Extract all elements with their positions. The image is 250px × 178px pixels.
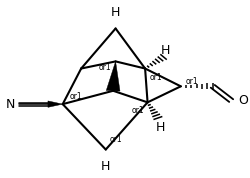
Text: O: O [238,94,248,107]
Text: H: H [160,44,170,57]
Polygon shape [106,61,120,91]
Polygon shape [48,101,63,107]
Text: N: N [6,98,16,111]
Text: H: H [156,121,165,134]
Text: or1: or1 [185,77,198,86]
Text: or1: or1 [131,106,144,115]
Text: or1: or1 [70,92,82,101]
Text: or1: or1 [110,135,122,144]
Text: or1: or1 [150,73,162,82]
Text: or1: or1 [98,63,111,72]
Text: H: H [111,6,120,19]
Text: H: H [101,160,110,173]
